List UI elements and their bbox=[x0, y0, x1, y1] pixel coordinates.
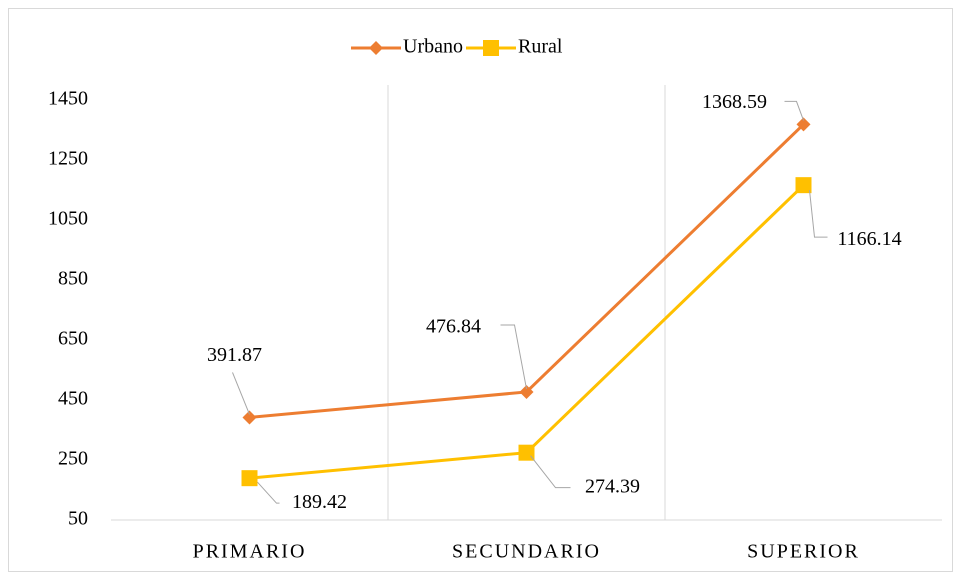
data-label: 391.87 bbox=[207, 344, 262, 366]
y-tick-label: 50 bbox=[68, 508, 88, 530]
chart-border bbox=[8, 8, 953, 572]
leader-line bbox=[500, 324, 527, 390]
marker bbox=[795, 177, 812, 194]
data-label: 189.42 bbox=[292, 491, 347, 513]
x-tick-label: SECUNDARIO bbox=[452, 541, 601, 563]
y-tick-label: 1250 bbox=[48, 148, 88, 170]
marker bbox=[241, 470, 258, 487]
leader-line bbox=[809, 190, 828, 238]
marker bbox=[242, 410, 257, 425]
x-tick-label: PRIMARIO bbox=[193, 541, 307, 563]
leader-line bbox=[530, 455, 571, 489]
legend-marker bbox=[483, 40, 499, 56]
y-tick-label: 650 bbox=[58, 328, 88, 350]
legend-label: Urbano bbox=[403, 36, 463, 58]
marker bbox=[518, 444, 535, 461]
data-label: 476.84 bbox=[426, 316, 481, 338]
marker bbox=[519, 384, 534, 399]
legend-label: Rural bbox=[518, 36, 563, 58]
leader-line bbox=[784, 100, 804, 121]
data-label: 274.39 bbox=[585, 475, 640, 497]
leader-line bbox=[257, 481, 280, 504]
legend-marker bbox=[369, 41, 383, 55]
y-tick-label: 450 bbox=[58, 388, 88, 410]
y-tick-label: 250 bbox=[58, 448, 88, 470]
x-tick-label: SUPERIOR bbox=[747, 541, 860, 563]
y-tick-label: 1050 bbox=[48, 208, 88, 230]
marker bbox=[796, 117, 811, 132]
y-tick-label: 850 bbox=[58, 268, 88, 290]
leader-line bbox=[232, 372, 250, 415]
y-tick-label: 1450 bbox=[48, 88, 88, 110]
data-label: 1368.59 bbox=[702, 91, 767, 113]
data-label: 1166.14 bbox=[837, 228, 901, 250]
